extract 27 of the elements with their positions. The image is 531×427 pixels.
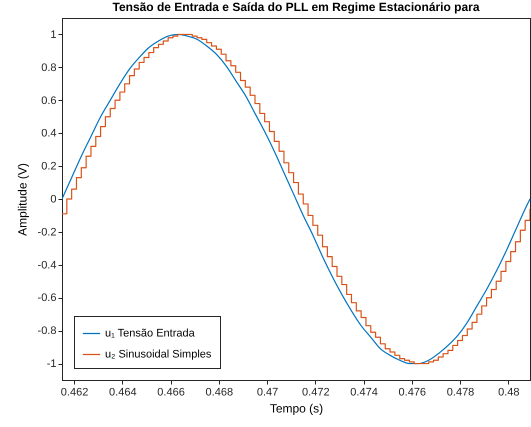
x-tick-label: 0.464: [109, 386, 137, 398]
y-tick-label: -0.8: [38, 325, 56, 338]
x-tick-label: 0.462: [60, 386, 88, 398]
legend-label: u₂ Sinusoidal Simples: [105, 348, 212, 360]
y-tick-label: 0.8: [41, 62, 56, 74]
x-tick-label: 0.474: [350, 386, 378, 398]
y-tick-label: 0.2: [41, 160, 56, 173]
x-tick-label: 0.48: [498, 386, 520, 398]
chart-title: Tensão de Entrada e Saída do PLL em Regime Estacionário para: [112, 0, 480, 14]
x-tick-label: 0.47: [256, 386, 278, 398]
y-tick-label: 1: [50, 28, 56, 41]
y-axis-title: Amplitude (V): [16, 163, 30, 236]
y-tick-label: -0.6: [38, 292, 56, 304]
y-tick-label: -1: [46, 358, 56, 370]
y-tick-label: 0.4: [41, 128, 56, 140]
line-series: [62, 34, 530, 364]
y-tick-label: -0.2: [38, 226, 56, 238]
legend-label: u₁ Tensão Entrada: [105, 328, 196, 340]
x-tick-label: 0.466: [157, 386, 185, 398]
y-tick-label: 0: [50, 194, 56, 206]
x-tick-label: 0.472: [302, 386, 330, 398]
y-tick-label: -0.4: [38, 259, 56, 272]
x-tick-label: 0.476: [398, 386, 426, 398]
x-tick-label: 0.478: [446, 386, 474, 398]
x-tick-label: 0.468: [206, 386, 234, 398]
y-tick-label: 0.6: [41, 94, 56, 107]
x-axis-title: Tempo (s): [270, 402, 324, 416]
